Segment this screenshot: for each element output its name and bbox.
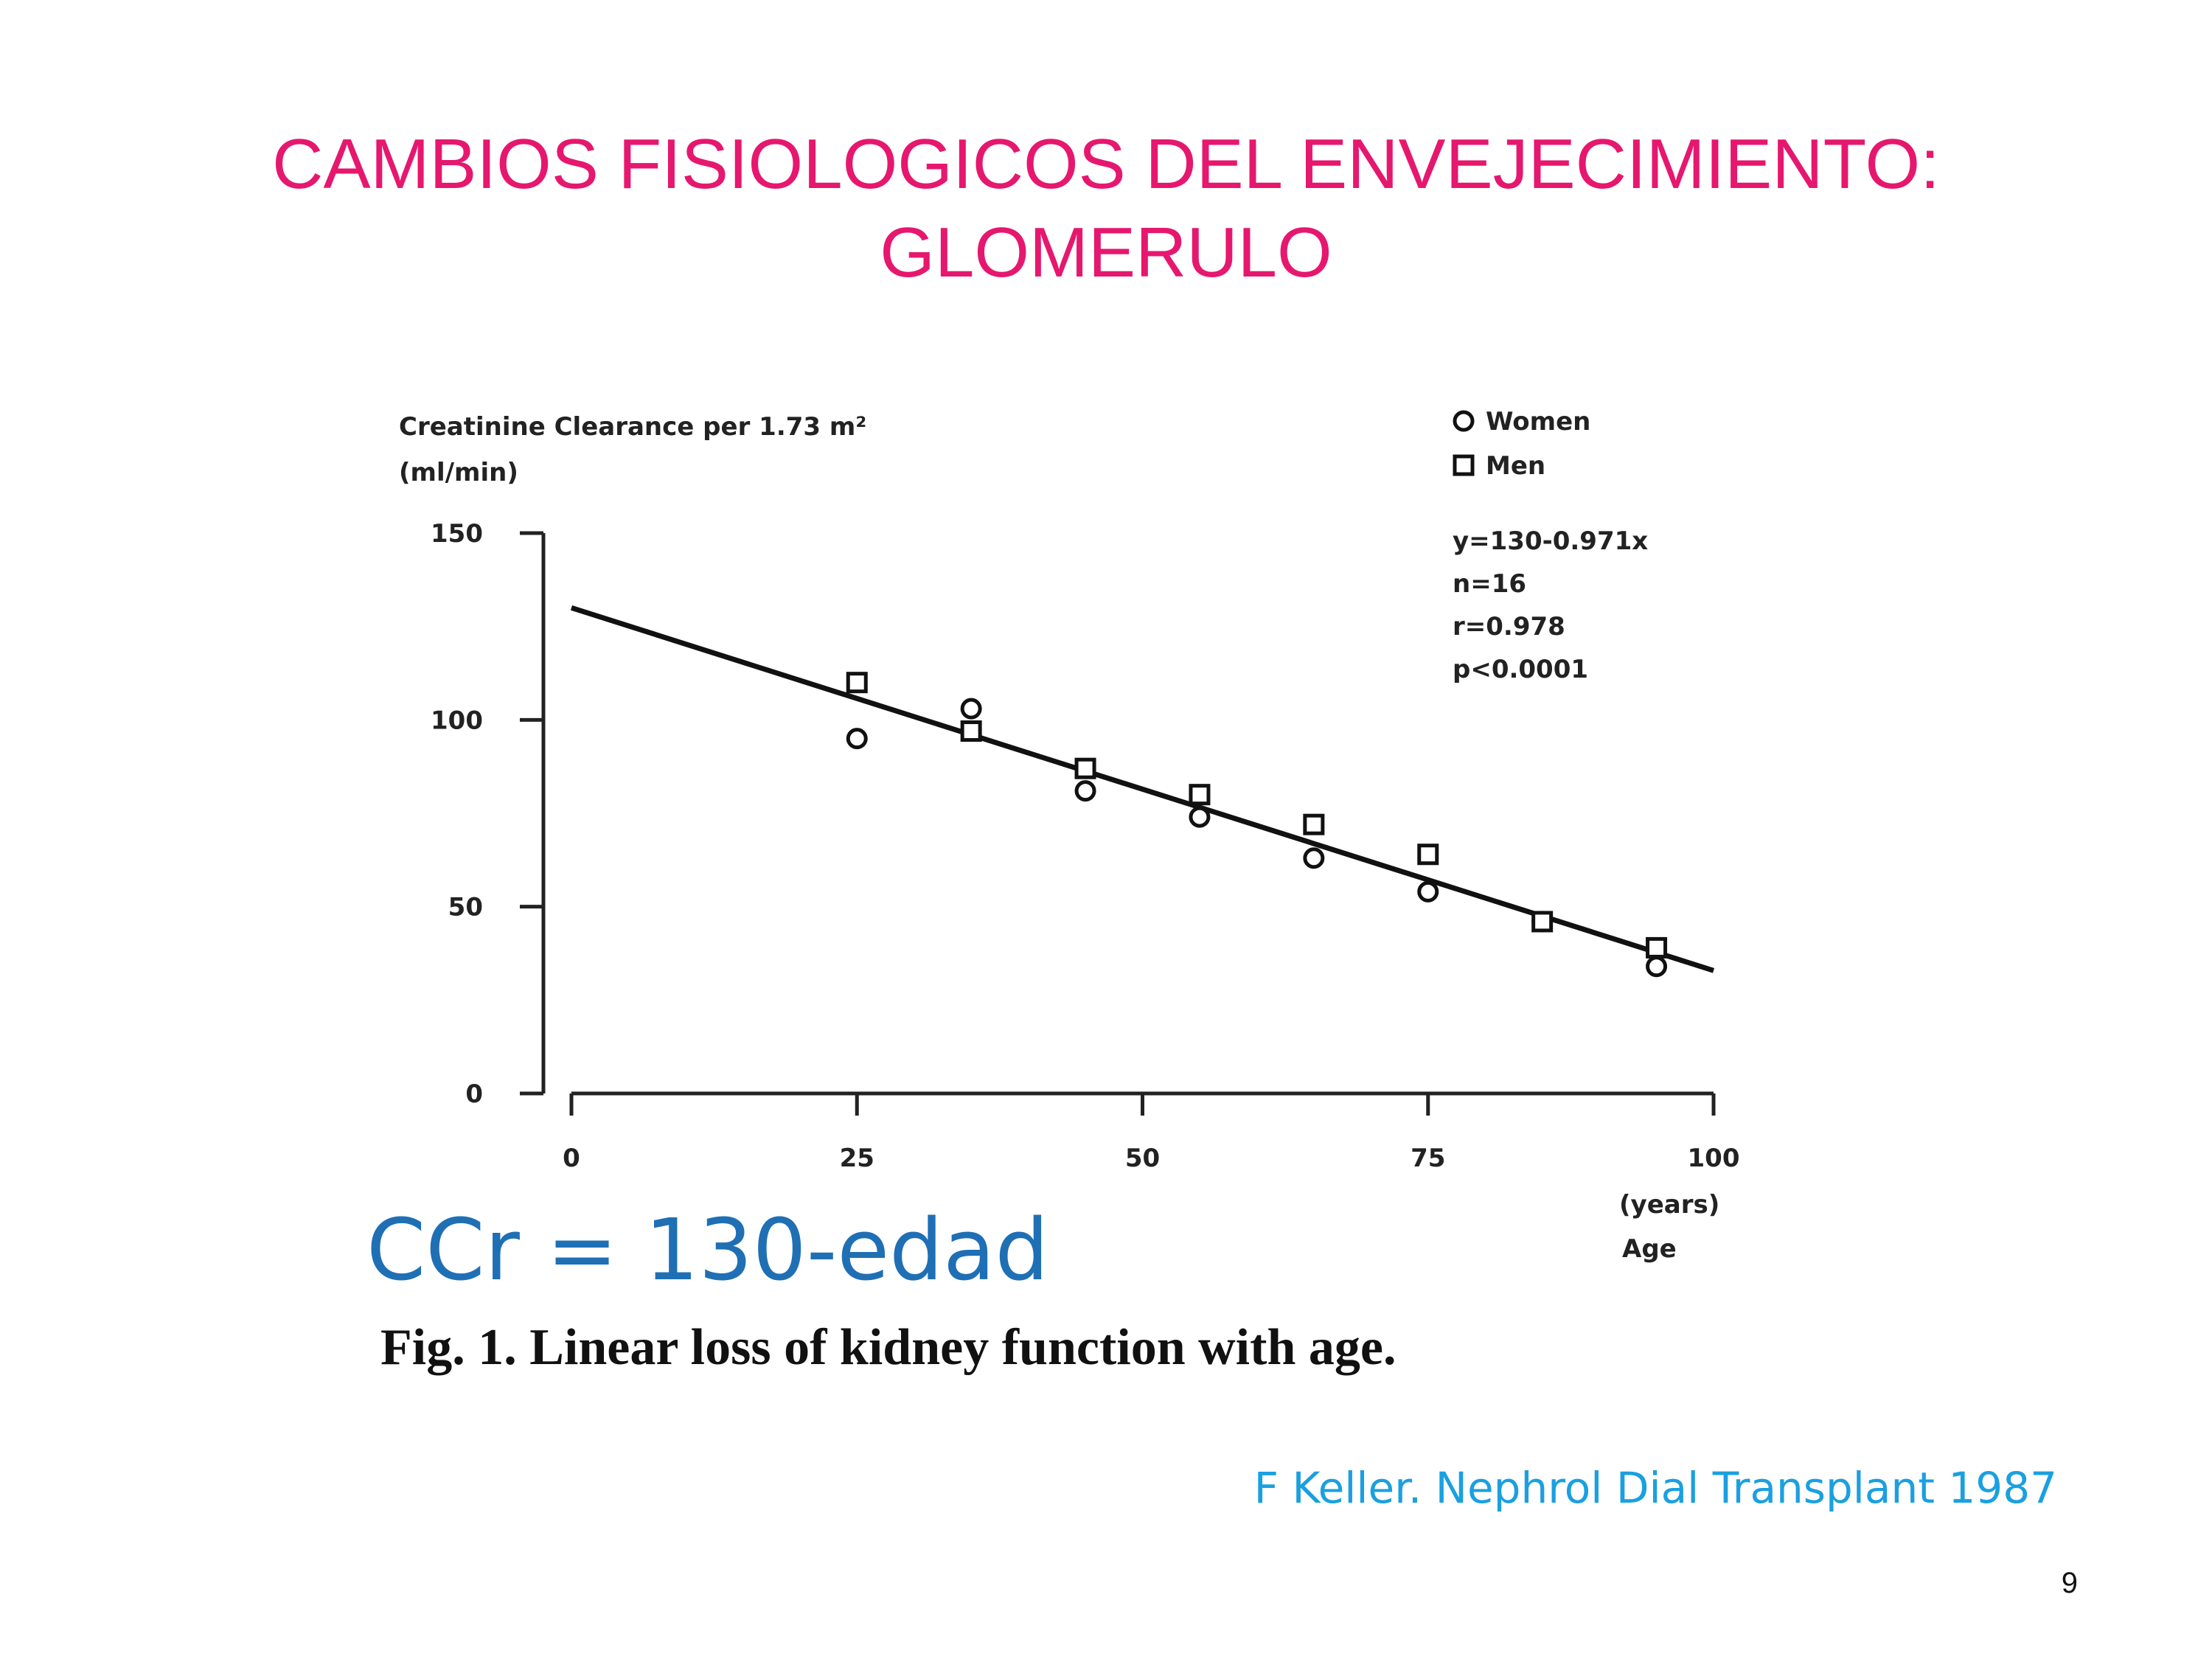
point bbox=[1531, 911, 1554, 933]
title-line: CAMBIOS FISIOLOGICOS DEL ENVEJECIMIENTO: bbox=[272, 125, 1940, 204]
point bbox=[1646, 936, 1668, 959]
legend-label: Men bbox=[1486, 451, 1545, 481]
annotation: y=130-0.971x bbox=[1453, 526, 1648, 556]
x-tick-label: 25 bbox=[840, 1144, 874, 1173]
point bbox=[1189, 806, 1211, 828]
annotation: p<0.0001 bbox=[1453, 655, 1588, 684]
title-line: GLOMERULO bbox=[880, 213, 1332, 292]
y-tick-label: 50 bbox=[448, 893, 483, 922]
y-axis-label: Creatinine Clearance per 1.73 m² bbox=[399, 412, 866, 442]
legend-marker bbox=[1453, 454, 1475, 476]
legend-marker bbox=[1453, 410, 1475, 432]
y-tick-label: 100 bbox=[431, 706, 483, 735]
point bbox=[1417, 880, 1439, 902]
annotation: r=0.978 bbox=[1453, 612, 1565, 641]
formula: CCr = 130-edad bbox=[366, 1201, 1049, 1300]
point bbox=[1303, 813, 1325, 835]
point bbox=[846, 672, 868, 694]
x-axis-label: Age bbox=[1622, 1234, 1677, 1264]
point bbox=[960, 720, 982, 742]
citation: F Keller. Nephrol Dial Transplant 1987 bbox=[1254, 1463, 2057, 1513]
x-tick-label: 50 bbox=[1125, 1144, 1160, 1173]
point bbox=[960, 698, 982, 720]
annotation: n=16 bbox=[1453, 569, 1526, 599]
x-tick-label: 0 bbox=[563, 1144, 580, 1173]
page-number: 9 bbox=[2062, 1567, 2078, 1599]
point bbox=[1417, 844, 1439, 866]
point bbox=[1303, 847, 1325, 869]
point bbox=[1646, 956, 1668, 978]
legend-label: Women bbox=[1486, 407, 1590, 437]
x-tick-label: 75 bbox=[1411, 1144, 1445, 1173]
point bbox=[1074, 780, 1096, 802]
x-tick-label: 100 bbox=[1688, 1144, 1740, 1173]
y-axis-label: (ml/min) bbox=[399, 458, 518, 487]
fit-line bbox=[570, 605, 1715, 973]
point bbox=[846, 728, 868, 750]
x-axis-label: (years) bbox=[1619, 1190, 1719, 1220]
point bbox=[1189, 784, 1211, 806]
figure-caption: Fig. 1. Linear loss of kidney function w… bbox=[380, 1319, 1396, 1376]
y-tick-label: 150 bbox=[431, 519, 483, 549]
y-tick-label: 0 bbox=[465, 1079, 483, 1109]
point bbox=[1074, 757, 1096, 779]
